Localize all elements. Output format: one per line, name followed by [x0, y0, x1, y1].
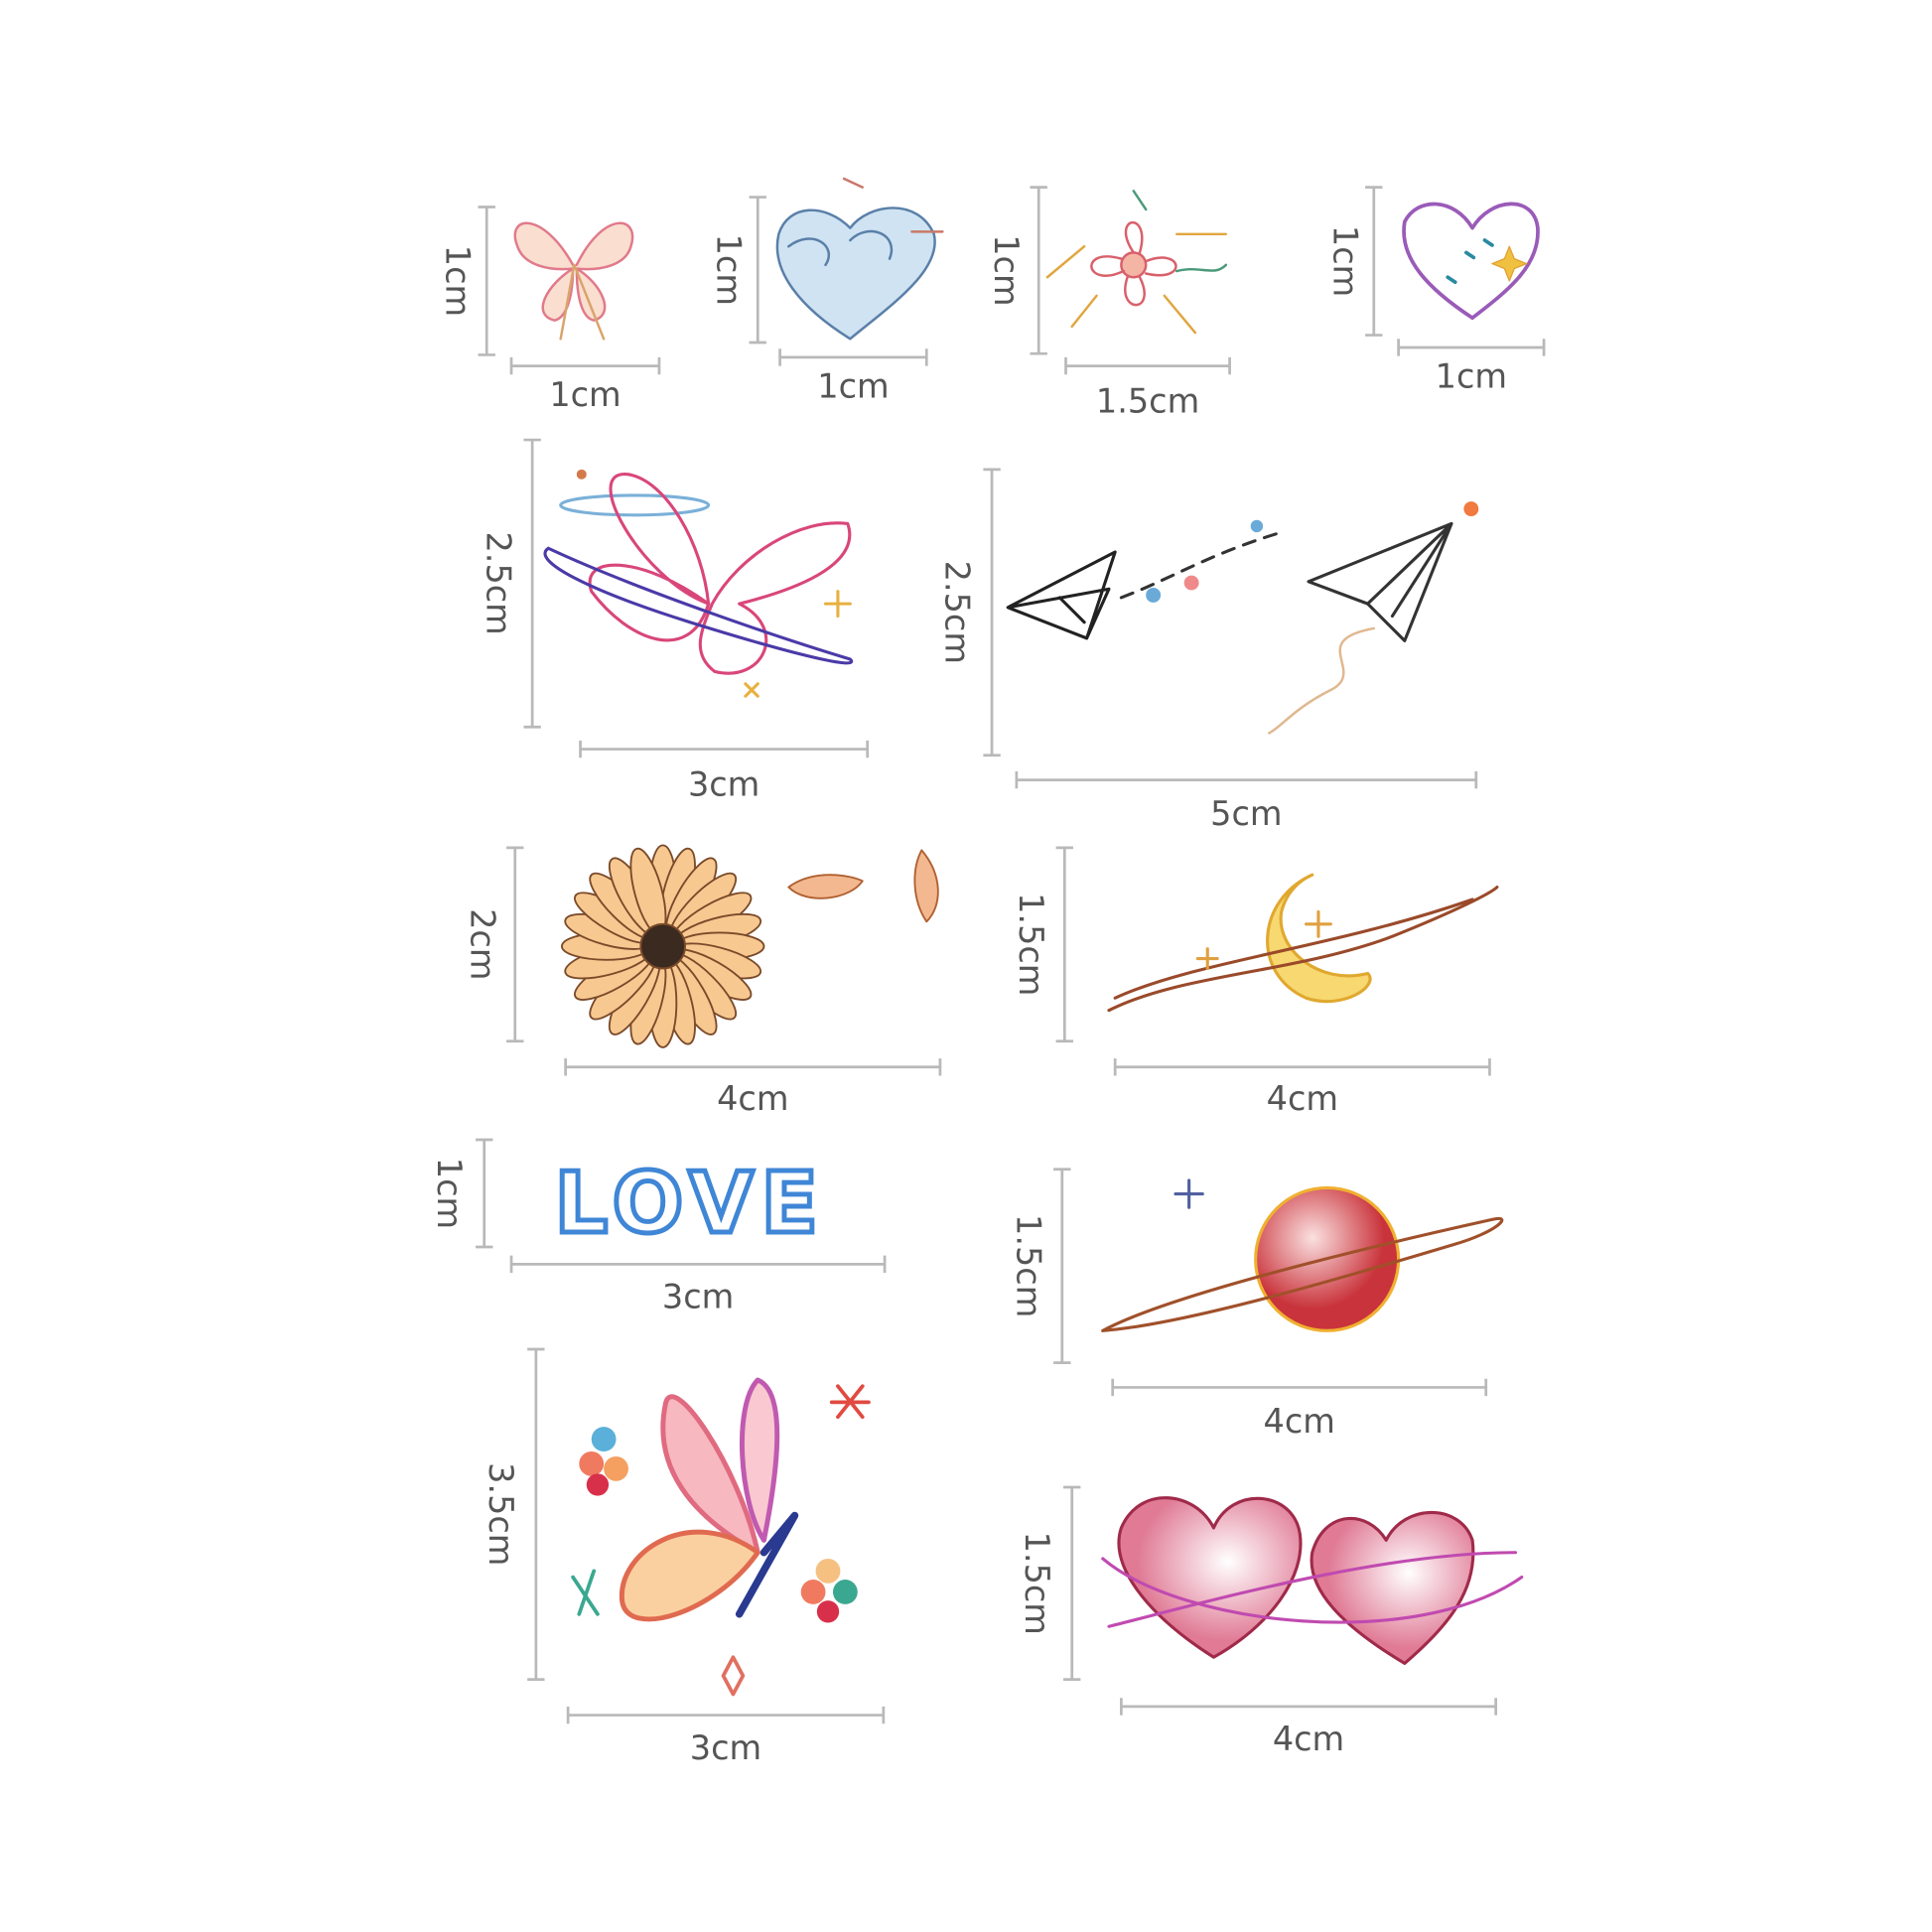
star-heart-illustration [1402, 202, 1540, 321]
width-bracket [579, 740, 870, 759]
flower-illustration [1045, 190, 1228, 335]
sticker-dimensions: 2.5cm 5cm [937, 468, 1478, 833]
height-label: 2cm [464, 908, 502, 980]
height-bracket [1055, 846, 1073, 1043]
height-label: 2.5cm [480, 531, 518, 634]
sticker-dimensions: 1cm 1.5cm [987, 186, 1231, 420]
sticker-dimensions: 2.5cm 3cm [480, 438, 870, 803]
sticker-dimensions: 1.5cm 4cm [1012, 846, 1491, 1118]
width-bracket [1397, 339, 1546, 356]
height-bracket [1053, 1168, 1071, 1364]
sticker-dimensions: 1.5cm 4cm [1009, 1168, 1488, 1441]
sticker-dimensions: 1cm 1cm [439, 206, 661, 414]
sticker-dimensions: 1cm 3cm [430, 1138, 887, 1316]
height-label: 1.5cm [1018, 1532, 1056, 1635]
love-text: LOVE [554, 1155, 825, 1252]
height-bracket [478, 206, 495, 356]
height-label: 2.5cm [937, 561, 976, 664]
petals-illustration [787, 849, 939, 923]
sticker-dimensions: 2cm 4cm [464, 846, 942, 1118]
wave-heart-illustration [775, 177, 944, 341]
width-label: 1cm [1436, 357, 1507, 396]
width-label: 3cm [662, 1278, 734, 1316]
width-bracket [1120, 1698, 1498, 1716]
height-bracket [506, 846, 524, 1043]
paper-planes-illustration [1006, 501, 1479, 735]
width-bracket [566, 1706, 886, 1725]
height-bracket [983, 468, 1001, 758]
sticker-dimensions: 1cm 1cm [710, 196, 928, 405]
two-hearts-illustration [1101, 1496, 1524, 1665]
height-label: 1cm [439, 245, 478, 317]
butterfly-orbit-illustration [543, 469, 854, 698]
width-label: 4cm [1267, 1079, 1338, 1118]
height-label: 1cm [1325, 225, 1364, 297]
width-label: 3cm [688, 764, 759, 803]
height-bracket [1365, 186, 1383, 337]
moon-orbit-illustration [1107, 873, 1499, 1013]
width-label: 3cm [690, 1728, 761, 1767]
width-bracket [564, 1058, 942, 1076]
love-lettering-illustration: LOVE [552, 1153, 825, 1255]
height-label: 1cm [430, 1158, 469, 1229]
width-bracket [1064, 356, 1231, 375]
width-bracket [778, 348, 928, 366]
width-bracket [1015, 770, 1478, 789]
width-label: 1.5cm [1096, 381, 1199, 420]
dimension-annotations: 1cm 1cm 1cm 1cm 1cm 1.5cm 1cm 1cm 2.5cm 3cm 2.5cm 5… [430, 186, 1546, 1767]
width-bracket [1111, 1378, 1488, 1397]
width-bracket [509, 1255, 887, 1274]
colorful-butterfly-illustration [571, 1377, 871, 1697]
height-bracket [476, 1138, 493, 1249]
height-bracket [523, 438, 541, 729]
sunflower-center [639, 922, 686, 970]
sticker-dimensions: 1cm 1cm [1325, 186, 1546, 396]
height-bracket [527, 1347, 545, 1681]
sticker-dimensions: 3.5cm 3cm [482, 1347, 886, 1767]
width-label: 4cm [1264, 1402, 1335, 1441]
width-bracket [509, 356, 661, 375]
height-label: 1.5cm [1012, 893, 1050, 996]
width-label: 1cm [549, 375, 621, 414]
height-label: 1cm [710, 234, 749, 306]
small-butterfly-illustration [513, 221, 634, 341]
sticker-dimensions: 1.5cm 4cm [1018, 1485, 1498, 1758]
width-label: 4cm [717, 1079, 788, 1118]
width-label: 5cm [1210, 794, 1282, 833]
height-label: 3.5cm [482, 1462, 520, 1566]
height-label: 1.5cm [1009, 1214, 1047, 1317]
height-bracket [1030, 186, 1047, 355]
width-label: 1cm [817, 366, 889, 405]
height-bracket [1063, 1485, 1081, 1681]
height-bracket [749, 196, 766, 345]
width-label: 4cm [1273, 1720, 1344, 1758]
sunflower-illustration [560, 844, 765, 1048]
height-label: 1cm [987, 234, 1026, 306]
width-bracket [1113, 1058, 1491, 1076]
planet-illustration [1101, 1178, 1504, 1332]
